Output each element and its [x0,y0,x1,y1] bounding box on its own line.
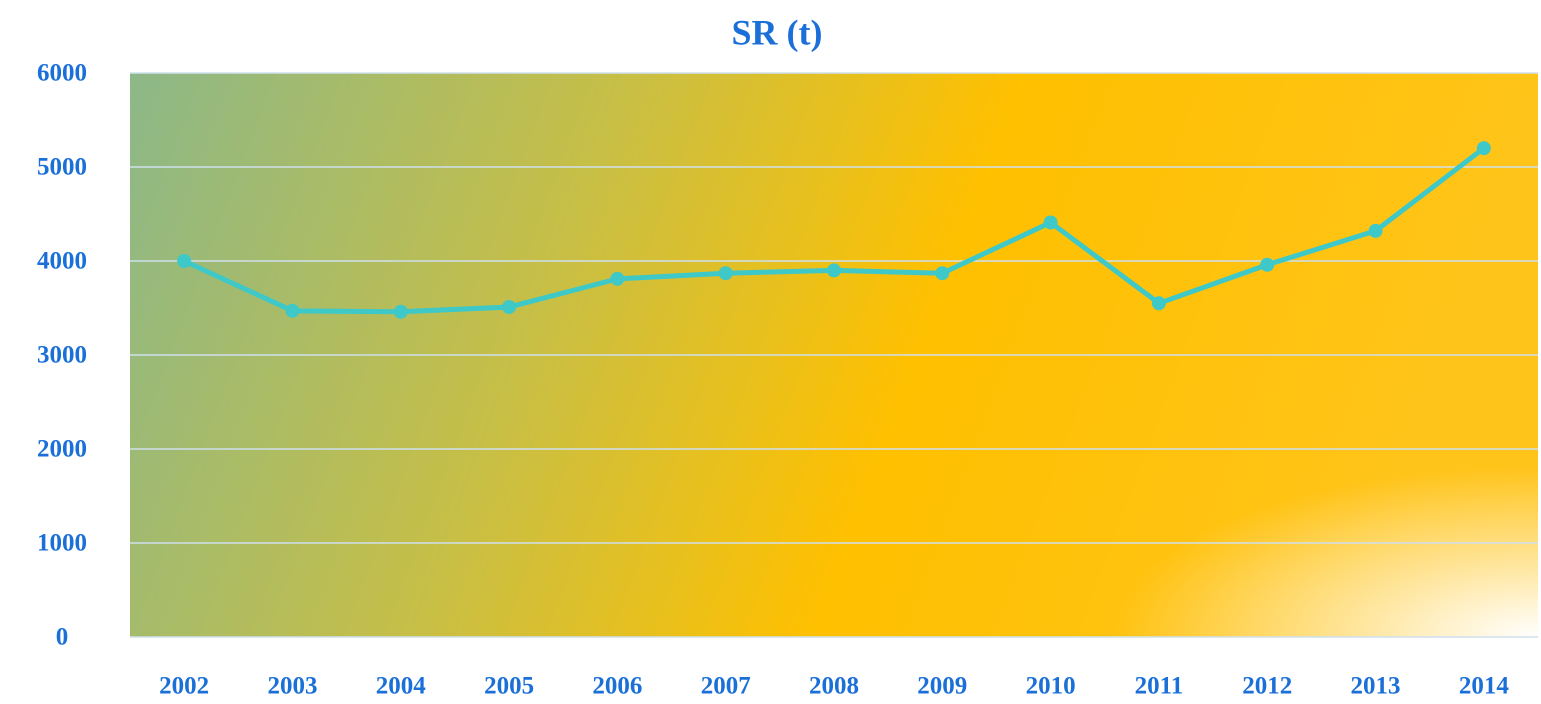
data-point [718,266,733,281]
data-point [1368,223,1383,238]
x-tick-label: 2005 [484,673,534,700]
data-point [935,266,950,281]
data-point [610,271,625,286]
x-tick-label: 2002 [159,673,209,700]
data-point [177,254,192,268]
x-tick-label: 2008 [809,673,859,700]
data-point [502,300,517,315]
chart-title: SR (t) [732,12,823,52]
x-tick-label: 2011 [1135,673,1184,700]
x-tick-label: 2007 [701,673,751,700]
x-tick-label: 2010 [1026,673,1076,700]
x-tick-label: 2013 [1351,673,1401,700]
data-point [1151,296,1166,311]
data-point [827,263,841,278]
y-tick-label: 5000 [37,154,87,181]
x-tick-label: 2009 [917,673,967,700]
y-tick-label: 2000 [37,436,87,463]
data-point [1260,257,1275,272]
y-tick-label: 3000 [37,342,87,369]
y-tick-label: 1000 [37,530,87,557]
x-tick-label: 2012 [1242,673,1292,700]
data-point [285,303,300,318]
y-tick-label: 6000 [37,60,87,87]
x-tick-label: 2003 [267,673,317,700]
data-point [393,304,408,319]
x-tick-label: 2014 [1459,673,1510,700]
data-point [1043,215,1058,230]
x-tick-label: 2006 [592,673,642,700]
y-tick-label: 0 [56,624,69,651]
data-point [1476,141,1491,156]
x-tick-label: 2004 [376,673,427,700]
y-tick-label: 4000 [37,248,87,275]
